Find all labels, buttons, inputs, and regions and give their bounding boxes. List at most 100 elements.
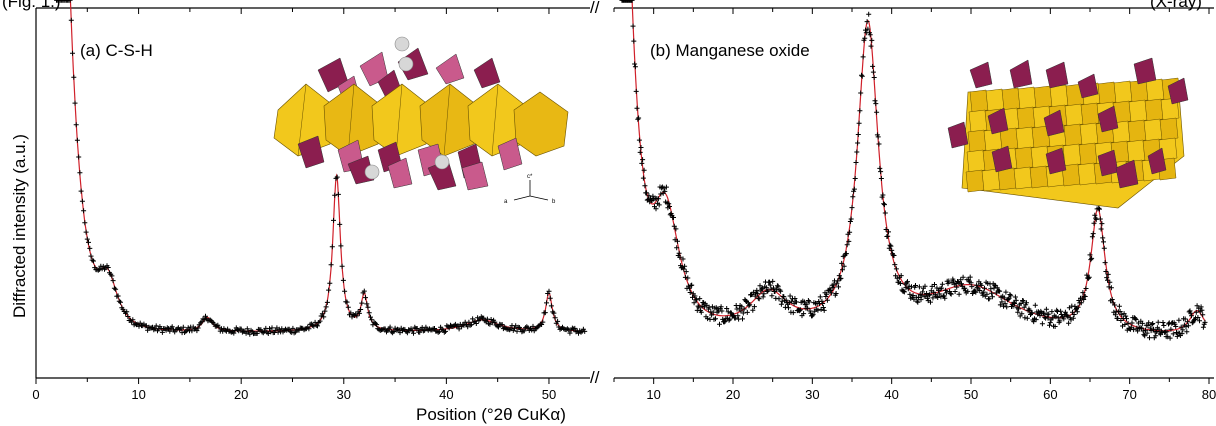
data-point xyxy=(997,288,1003,294)
data-point xyxy=(898,273,904,279)
data-point xyxy=(873,101,879,107)
data-point xyxy=(687,290,693,295)
data-point xyxy=(1087,252,1093,258)
axis-break-bottom: // xyxy=(590,368,600,387)
data-point xyxy=(685,275,691,281)
data-point xyxy=(1101,239,1106,245)
data-point xyxy=(1109,297,1115,302)
data-point xyxy=(891,253,897,258)
data-point xyxy=(967,274,973,280)
data-point xyxy=(744,309,750,315)
data-point xyxy=(1078,300,1084,306)
data-point xyxy=(1045,315,1051,321)
data-point xyxy=(368,314,373,320)
data-point xyxy=(365,304,371,310)
data-point xyxy=(317,318,323,324)
octahedra-grid xyxy=(965,77,1181,193)
data-point xyxy=(1075,304,1081,310)
data-point xyxy=(778,288,784,294)
data-point xyxy=(779,298,785,304)
data-point xyxy=(894,275,900,281)
data-point xyxy=(1062,309,1068,315)
data-point xyxy=(1145,323,1151,328)
data-point xyxy=(876,141,882,147)
data-point xyxy=(924,295,930,301)
data-point xyxy=(877,165,883,171)
data-point xyxy=(1197,318,1202,324)
data-point xyxy=(858,90,864,96)
data-point xyxy=(682,263,688,269)
data-point xyxy=(354,313,360,319)
data-point xyxy=(1033,317,1039,323)
data-point xyxy=(989,294,995,300)
x-tick-label: 40 xyxy=(439,387,453,402)
data-point xyxy=(1081,297,1087,302)
data-point xyxy=(903,285,909,291)
data-point xyxy=(1001,295,1007,301)
data-point xyxy=(1080,290,1086,296)
axis-b-label: b xyxy=(552,199,556,205)
data-point xyxy=(942,295,948,301)
data-point xyxy=(185,325,191,331)
octahedron xyxy=(1049,84,1069,108)
data-point xyxy=(756,296,762,302)
data-point xyxy=(339,263,345,269)
data-point xyxy=(328,262,334,268)
axis-c-label: c* xyxy=(527,174,533,180)
x-ticks-panel-a: 0 10 20 30 40 50 xyxy=(32,8,556,402)
octahedron xyxy=(1097,81,1117,105)
data-point xyxy=(1104,275,1110,281)
header-right-fragment: (X-ray) xyxy=(1150,0,1202,11)
data-point xyxy=(86,239,91,245)
data-point xyxy=(1189,313,1194,319)
data-point xyxy=(1057,318,1063,324)
data-point xyxy=(1018,301,1024,306)
data-point xyxy=(1117,309,1123,314)
data-point xyxy=(859,72,864,78)
data-point xyxy=(910,293,916,298)
data-point xyxy=(529,327,535,333)
octahedron xyxy=(1126,139,1146,163)
data-point xyxy=(1154,329,1160,334)
data-point xyxy=(1012,294,1018,300)
data-point xyxy=(869,37,875,43)
data-point xyxy=(466,319,472,325)
data-point xyxy=(115,293,121,299)
data-point xyxy=(1089,255,1095,261)
data-point xyxy=(88,253,94,259)
data-point xyxy=(1140,328,1146,334)
data-point xyxy=(1015,309,1021,315)
data-point xyxy=(992,282,998,288)
data-point xyxy=(1098,226,1104,232)
data-point xyxy=(1176,317,1182,323)
data-point xyxy=(159,329,165,335)
data-point xyxy=(1019,311,1025,317)
data-point xyxy=(521,328,527,334)
data-point xyxy=(1106,284,1112,290)
data-point xyxy=(980,292,986,298)
data-point xyxy=(1047,320,1053,326)
data-point xyxy=(694,297,699,303)
data-point xyxy=(1153,333,1159,339)
data-point xyxy=(916,284,922,290)
data-point xyxy=(699,303,705,309)
data-point xyxy=(960,274,966,280)
data-point xyxy=(981,289,987,295)
data-point xyxy=(1070,315,1076,321)
data-point xyxy=(1066,320,1072,326)
x-tick-label: 40 xyxy=(884,387,898,402)
data-point xyxy=(838,275,844,281)
data-point xyxy=(767,282,773,288)
data-point xyxy=(1054,307,1060,313)
octahedron xyxy=(985,88,1005,112)
data-point xyxy=(636,115,642,121)
data-point xyxy=(920,289,926,295)
data-point xyxy=(913,283,918,288)
data-point xyxy=(1142,333,1148,339)
data-point xyxy=(781,294,787,300)
data-point xyxy=(931,289,937,295)
data-point xyxy=(636,137,642,143)
x-tick-label: 10 xyxy=(646,387,660,402)
data-point xyxy=(118,299,123,305)
data-point xyxy=(640,175,646,181)
